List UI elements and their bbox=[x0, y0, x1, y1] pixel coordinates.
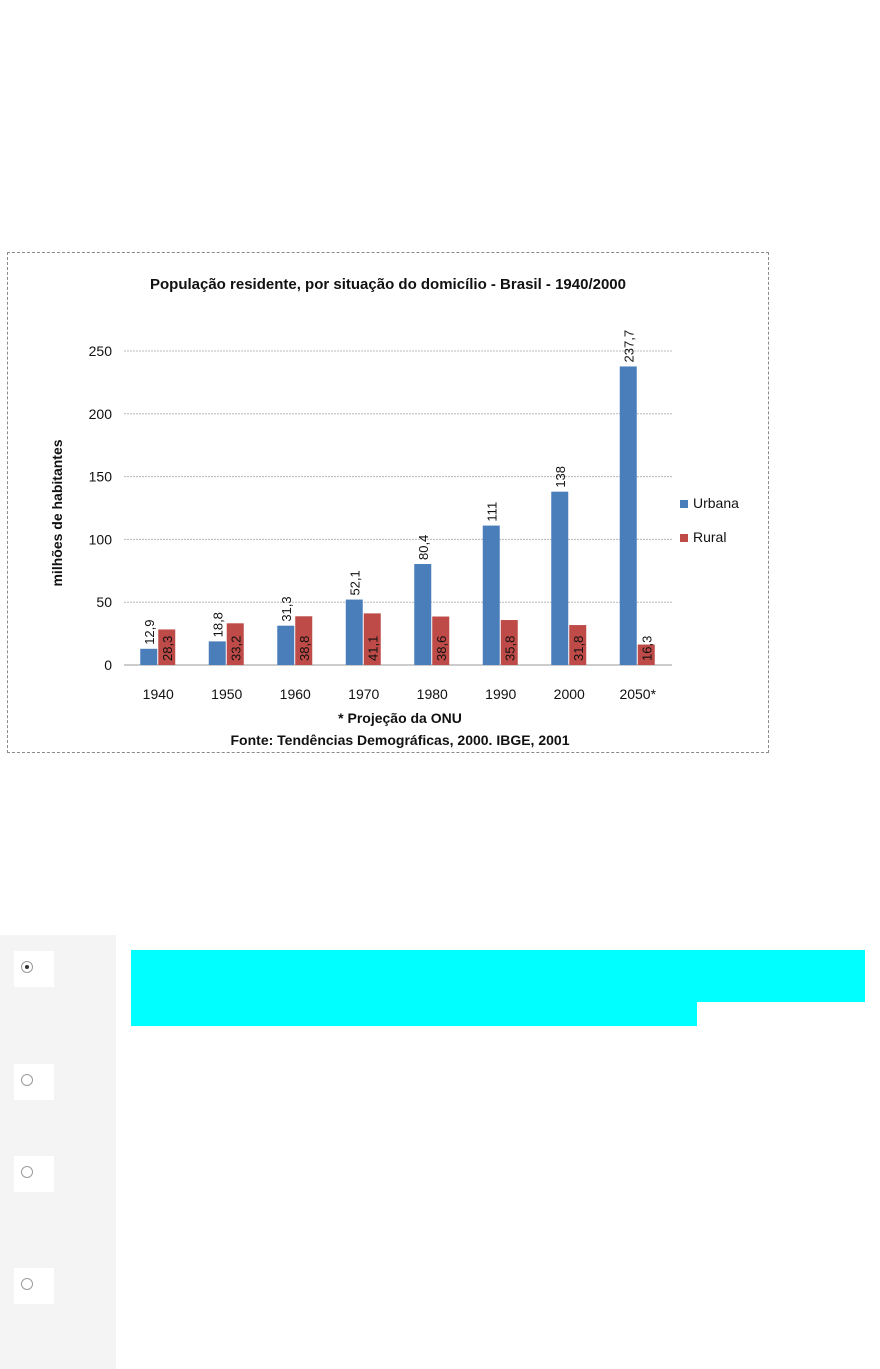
bar-urbana bbox=[414, 564, 432, 665]
bar-rural bbox=[363, 613, 381, 665]
bar-urbana bbox=[551, 491, 569, 665]
legend-label: Urbana bbox=[693, 495, 739, 511]
x-tick-label: 1950 bbox=[211, 686, 242, 702]
x-tick-label: 2050* bbox=[619, 686, 656, 702]
legend-swatch bbox=[680, 500, 688, 508]
option-c-box[interactable] bbox=[14, 1156, 54, 1192]
option-d-radio[interactable] bbox=[21, 1278, 33, 1290]
y-tick-label: 200 bbox=[89, 406, 113, 422]
option-d-box[interactable] bbox=[14, 1268, 54, 1304]
option-a-box[interactable] bbox=[14, 951, 54, 987]
data-label-urbana: 237,7 bbox=[621, 330, 636, 363]
bar-rural bbox=[158, 629, 176, 665]
x-tick-label: 1940 bbox=[143, 686, 174, 702]
x-tick-label: 2000 bbox=[554, 686, 585, 702]
bar-urbana bbox=[277, 625, 295, 665]
y-tick-label: 250 bbox=[89, 343, 113, 359]
bar-rural bbox=[637, 644, 655, 665]
source-note: Fonte: Tendências Demográficas, 2000. IB… bbox=[231, 732, 570, 748]
data-label-urbana: 52,1 bbox=[347, 570, 362, 595]
y-axis-ticks: 0 50 100 150 200 250 bbox=[89, 343, 113, 673]
chart-frame: População residente, por situação do dom… bbox=[7, 252, 769, 753]
bar-rural bbox=[500, 620, 518, 665]
x-tick-label: 1970 bbox=[348, 686, 379, 702]
x-axis-ticks: 1940 1950 1960 1970 1980 1990 2000 2050* bbox=[143, 686, 657, 702]
bar-rural bbox=[432, 616, 450, 665]
legend-label: Rural bbox=[693, 529, 726, 545]
bar-rural bbox=[569, 625, 587, 665]
options-gutter bbox=[0, 935, 116, 1369]
data-label-rural: 28,3 bbox=[160, 636, 175, 661]
y-tick-label: 100 bbox=[89, 531, 113, 547]
data-label-urbana: 12,9 bbox=[142, 619, 157, 644]
data-label-urbana: 31,3 bbox=[279, 596, 294, 621]
option-a-radio[interactable] bbox=[21, 961, 33, 973]
data-label-urbana: 138 bbox=[553, 466, 568, 488]
data-label-rural: 38,6 bbox=[434, 636, 449, 661]
bar-urbana bbox=[345, 599, 363, 665]
option-b-radio[interactable] bbox=[21, 1074, 33, 1086]
data-label-rural: 35,8 bbox=[502, 636, 517, 661]
data-label-rural: 33,2 bbox=[228, 636, 243, 661]
data-label-urbana: 111 bbox=[484, 502, 499, 522]
bar-urbana bbox=[482, 525, 500, 665]
bar-urbana bbox=[208, 641, 226, 665]
bars: 12,928,3 18,833,2 31,338,8 52,1 41,1 80,4 38,6… bbox=[140, 330, 655, 665]
gridlines bbox=[124, 350, 672, 666]
selected-answer-highlight-line-2 bbox=[131, 1001, 697, 1026]
bar-urbana bbox=[619, 366, 637, 665]
legend-swatch bbox=[680, 534, 688, 542]
data-label-rural: 16,3 bbox=[639, 636, 654, 661]
data-label-urbana: 80,4 bbox=[416, 535, 431, 560]
bar-urbana bbox=[140, 648, 158, 665]
y-axis-label: milhões de habitantes bbox=[49, 439, 65, 586]
option-c-radio[interactable] bbox=[21, 1166, 33, 1178]
y-tick-label: 50 bbox=[96, 594, 112, 610]
data-label-urbana: 18,8 bbox=[210, 612, 225, 637]
y-tick-label: 150 bbox=[89, 469, 113, 485]
selected-answer-highlight-line-1 bbox=[131, 950, 865, 1002]
x-tick-label: 1980 bbox=[417, 686, 448, 702]
data-label-rural: 31,8 bbox=[571, 636, 586, 661]
chart-title: População residente, por situação do dom… bbox=[150, 276, 626, 293]
y-tick-label: 0 bbox=[104, 657, 112, 673]
x-tick-label: 1960 bbox=[280, 686, 311, 702]
answer-options bbox=[0, 935, 880, 1369]
bar-rural bbox=[226, 623, 244, 665]
x-tick-label: 1990 bbox=[485, 686, 516, 702]
data-label-rural: 38,8 bbox=[297, 636, 312, 661]
population-bar-chart: População residente, por situação do dom… bbox=[49, 276, 739, 748]
option-b-box[interactable] bbox=[14, 1064, 54, 1100]
data-label-rural: 41,1 bbox=[365, 636, 380, 661]
bar-rural bbox=[295, 616, 313, 665]
projection-note: * Projeção da ONU bbox=[338, 710, 462, 726]
legend: Urbana Rural bbox=[680, 495, 739, 545]
